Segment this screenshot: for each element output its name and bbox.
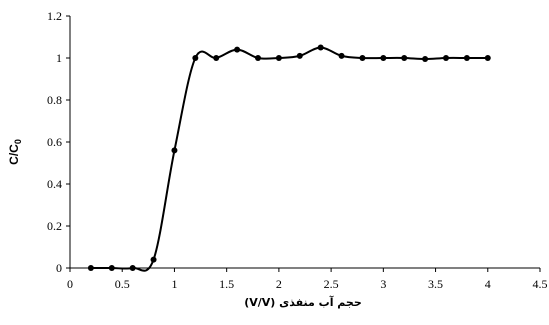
x-tick-label: 2.5 (324, 277, 339, 291)
y-tick-label: 0.2 (47, 219, 62, 233)
data-point (109, 265, 115, 271)
data-point (130, 265, 136, 271)
data-point (339, 53, 345, 59)
series-group (88, 45, 491, 272)
data-point (151, 257, 157, 263)
y-tick-label: 0.6 (47, 135, 62, 149)
data-point (380, 55, 386, 61)
data-point (88, 265, 94, 271)
x-axis-label: حجم آب منفذی (V/V) (244, 295, 362, 309)
data-point (401, 55, 407, 61)
x-tick-label: 0 (67, 277, 73, 291)
data-point (485, 55, 491, 61)
data-point (464, 55, 470, 61)
data-point (213, 55, 219, 61)
data-point (192, 55, 198, 61)
data-point (318, 45, 324, 51)
data-point (422, 56, 428, 62)
x-tick-label: 3.5 (428, 277, 443, 291)
series-line (91, 48, 488, 271)
data-point (255, 55, 261, 61)
data-point (276, 55, 282, 61)
y-tick-label: 0 (56, 261, 62, 275)
y-tick-label: 0.4 (47, 177, 62, 191)
y-axis-label: C/C0 (7, 139, 23, 165)
x-tick-label: 4 (485, 277, 491, 291)
data-point (297, 53, 303, 59)
y-tick-label: 1 (56, 51, 62, 65)
x-axis-ticks: 0 0.5 1 1.5 2 2.5 3 3.5 4 4.5 (67, 268, 548, 291)
x-tick-label: 0.5 (115, 277, 130, 291)
x-tick-label: 2 (276, 277, 282, 291)
data-point (234, 47, 240, 53)
data-point (171, 147, 177, 153)
x-tick-label: 3 (380, 277, 386, 291)
data-point (359, 55, 365, 61)
x-tick-label: 1.5 (219, 277, 234, 291)
x-tick-label: 1 (171, 277, 177, 291)
y-tick-label: 0.8 (47, 93, 62, 107)
data-point (443, 55, 449, 61)
x-tick-label: 4.5 (533, 277, 548, 291)
y-tick-label: 1.2 (47, 9, 62, 23)
y-axis-ticks: 0 0.2 0.4 0.6 0.8 1 1.2 (47, 9, 70, 275)
